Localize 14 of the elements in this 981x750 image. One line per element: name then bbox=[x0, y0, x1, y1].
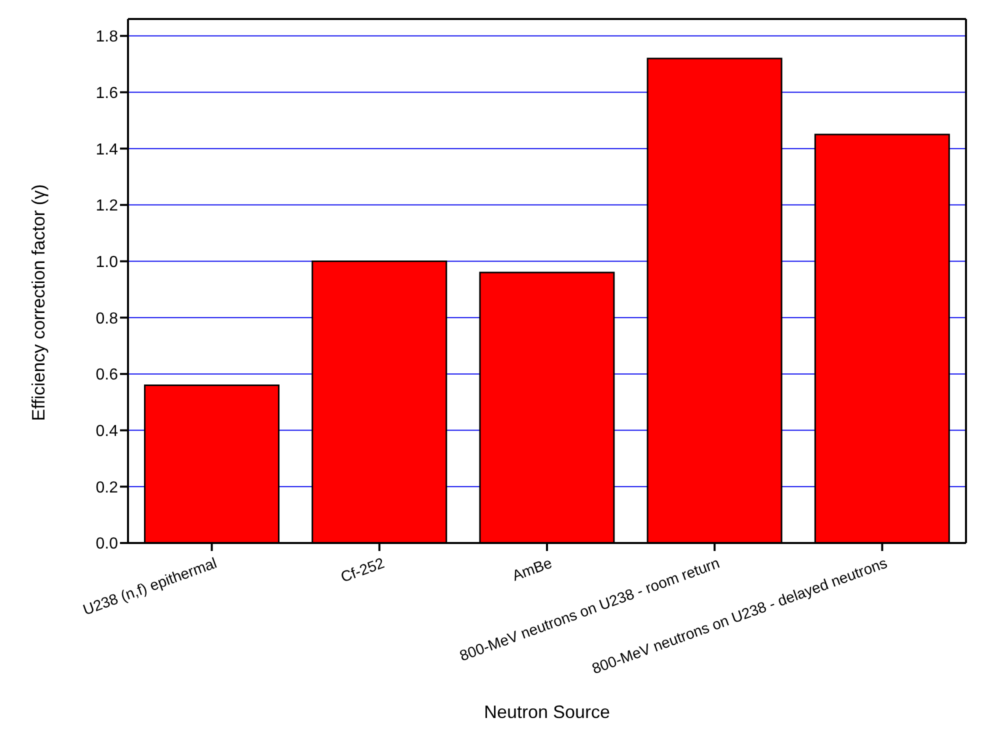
y-tick-label: 0.0 bbox=[96, 536, 118, 553]
x-axis-title: Neutron Source bbox=[484, 702, 610, 722]
y-tick-label: 0.4 bbox=[96, 422, 118, 440]
y-axis-title: Efficiency correction factor (γ) bbox=[28, 184, 48, 421]
y-tick-label: 1.0 bbox=[96, 254, 118, 271]
x-tick-label: AmBe bbox=[510, 554, 554, 585]
x-tick-label: Cf-252 bbox=[338, 554, 387, 586]
y-tick-label: 0.2 bbox=[96, 479, 118, 496]
y-tick-label: 1.4 bbox=[96, 141, 118, 158]
y-tick-label: 1.6 bbox=[96, 84, 118, 102]
y-tick-label: 1.8 bbox=[96, 28, 118, 46]
y-tick-label: 0.6 bbox=[96, 366, 118, 384]
y-tick-label: 1.2 bbox=[96, 198, 118, 215]
y-tick-label: 0.8 bbox=[96, 310, 118, 328]
